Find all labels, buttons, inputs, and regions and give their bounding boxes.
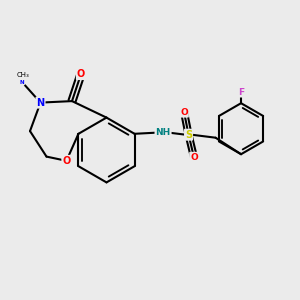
Text: CH₃: CH₃ [17, 72, 30, 78]
Text: S: S [185, 130, 192, 140]
Text: N: N [36, 98, 45, 108]
Text: N: N [20, 80, 24, 85]
Text: NH: NH [155, 128, 171, 137]
Text: O: O [77, 69, 85, 79]
Text: O: O [190, 153, 198, 162]
Text: O: O [180, 108, 188, 117]
Text: O: O [62, 156, 70, 166]
Text: F: F [238, 88, 244, 97]
